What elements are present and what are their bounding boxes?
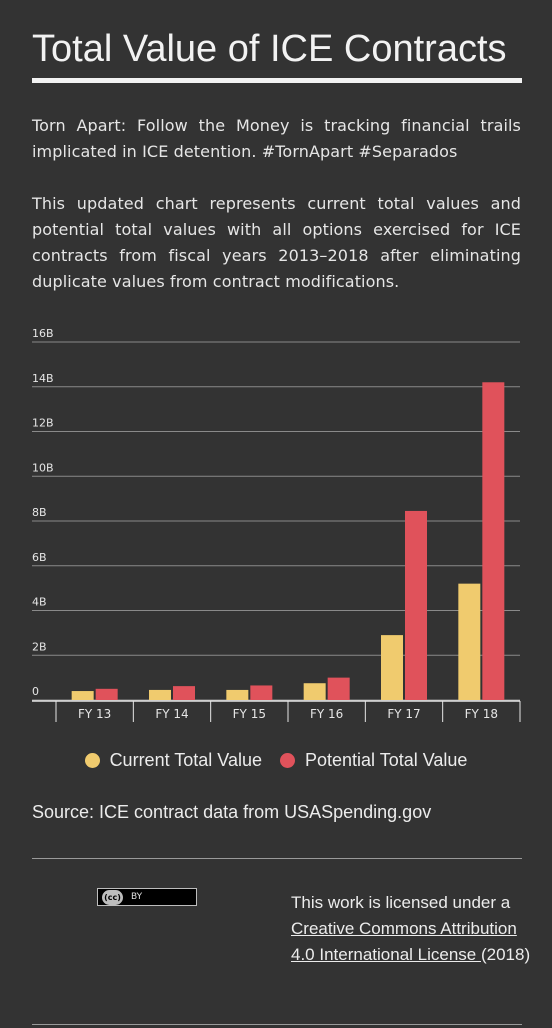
y-tick-label: 6B	[32, 551, 47, 564]
y-tick-label: 14B	[32, 372, 54, 385]
legend-dot-potential	[279, 753, 295, 768]
legend-label-current: Current Total Value	[109, 750, 262, 770]
bar	[250, 685, 273, 700]
license-link[interactable]: Creative Commons Attribution 4.0 Interna…	[291, 919, 517, 964]
x-tick-label: FY 17	[387, 707, 420, 721]
cc-by-icon: BY	[131, 892, 143, 902]
y-tick-label: 16B	[32, 327, 54, 340]
bar	[381, 635, 403, 700]
x-tick-label: FY 18	[465, 707, 498, 721]
y-tick-label: 0	[32, 685, 39, 698]
bar	[173, 686, 195, 700]
cc-license-badge[interactable]: (cc) BY	[97, 888, 197, 906]
page-title: Total Value of ICE Contracts	[32, 28, 507, 70]
legend-label-potential: Potential Total Value	[304, 750, 468, 770]
bar	[95, 688, 118, 700]
divider-top	[32, 858, 522, 859]
x-tick-label: FY 14	[155, 707, 188, 721]
license-text: This work is licensed under a Creative C…	[291, 890, 531, 968]
bar	[303, 683, 326, 700]
divider-bottom	[32, 1024, 522, 1025]
cc-icon: (cc)	[102, 889, 123, 905]
legend-dot-current	[84, 753, 100, 768]
y-tick-label: 8B	[32, 506, 47, 519]
bar	[327, 677, 350, 700]
bar-chart: 0 2B 4B 6B 8B 10B 12B 14B 16B FY 13 FY 14 FY 15 FY 1…	[32, 327, 521, 722]
x-tick-label: FY 16	[310, 707, 343, 721]
intro-paragraph: Torn Apart: Follow the Money is tracking…	[32, 116, 521, 161]
x-tick-label: FY 13	[78, 707, 111, 721]
x-tick-label: FY 15	[233, 707, 266, 721]
bar	[482, 382, 505, 700]
legend-item-current[interactable]: Current Total Value	[84, 750, 262, 771]
license-prefix: This work is licensed under a	[291, 893, 511, 912]
bar	[149, 689, 171, 700]
source-note: Source: ICE contract data from USASpendi…	[32, 802, 432, 822]
bar	[226, 689, 249, 700]
bar	[405, 510, 427, 700]
y-tick-label: 10B	[32, 461, 54, 474]
y-tick-label: 12B	[32, 417, 54, 430]
bar	[458, 583, 481, 700]
title-underline	[32, 78, 522, 83]
y-tick-label: 4B	[32, 596, 47, 609]
chart-legend: Current Total Value Potential Total Valu…	[0, 750, 552, 771]
bar	[71, 691, 94, 700]
y-tick-label: 2B	[32, 640, 47, 653]
license-suffix: (2018)	[480, 945, 531, 964]
legend-item-potential[interactable]: Potential Total Value	[279, 750, 468, 771]
description-paragraph: This updated chart represents current to…	[32, 194, 521, 291]
